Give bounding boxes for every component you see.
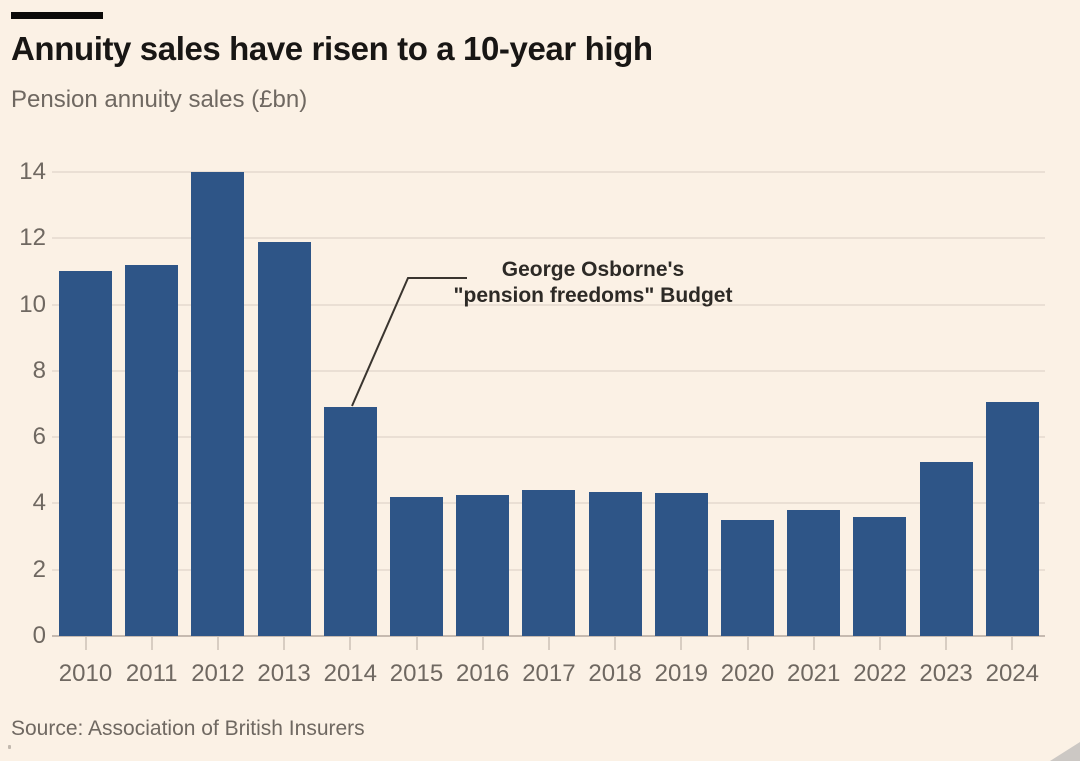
x-tick-label: 2013 [257,660,311,687]
x-axis-tick [415,637,418,650]
y-tick-label: 2 [32,555,46,583]
x-axis-tick [614,637,617,650]
bar-2015 [390,496,443,636]
gridline [52,303,1045,306]
bar-2024 [985,402,1039,636]
stray-mark [8,745,11,749]
annotation: George Osborne's "pension freedoms" Budg… [433,257,753,309]
x-axis-tick [680,637,683,650]
y-tick-label: 8 [32,356,46,384]
x-axis-tick [349,637,352,650]
resize-handle-icon[interactable] [1050,742,1080,761]
gridline [52,436,1045,439]
y-tick-label: 0 [32,622,46,649]
x-axis-tick [84,637,87,650]
gridline [52,237,1045,240]
x-tick-label: 2016 [455,660,510,687]
y-tick-label: 10 [19,290,46,318]
bar-2013 [257,241,311,636]
x-tick-label: 2024 [985,660,1039,687]
x-axis-tick [812,637,815,650]
x-tick-label: 2015 [389,660,444,687]
y-tick-label: 12 [19,224,46,252]
bar-2012 [191,172,245,636]
x-axis-tick [481,637,484,650]
x-axis-tick [945,637,948,650]
bar-2016 [456,495,510,636]
x-axis-tick [150,637,153,650]
chart-subtitle: Pension annuity sales (£bn) [11,86,308,113]
x-tick-label: 2017 [522,660,576,687]
bar-2022 [853,516,907,636]
x-tick-label: 2019 [654,660,708,687]
x-axis-tick [216,637,219,650]
y-tick-label: 4 [32,489,46,517]
source-line: Source: Association of British Insurers [11,717,365,740]
x-axis-tick [1011,637,1014,650]
x-tick-label: 2011 [125,660,178,687]
bar-2017 [522,490,576,636]
bar-2019 [654,493,708,636]
bar-2010 [59,271,112,636]
x-tick-label: 2018 [588,660,642,687]
annotation-line-2: "pension freedoms" Budget [453,284,733,307]
bar-2021 [787,510,841,636]
bar-2018 [588,491,642,636]
y-tick-label: 14 [19,158,46,185]
bar-2020 [721,520,774,636]
x-tick-label: 2010 [58,660,113,687]
gridline [52,171,1045,173]
x-tick-label: 2021 [786,660,841,687]
x-tick-label: 2012 [191,660,245,687]
bar-2014 [323,407,377,636]
y-tick-label: 6 [32,423,46,451]
gridline [52,369,1045,372]
x-axis-tick [547,637,550,650]
x-axis-tick [283,637,286,650]
chart-title: Annuity sales have risen to a 10-year hi… [11,30,653,67]
x-tick-label: 2023 [919,660,973,687]
x-tick-label: 2014 [323,660,377,687]
accent-bar [11,12,103,19]
bar-2023 [919,462,973,636]
x-axis-tick [746,637,749,650]
x-axis-line [52,635,1045,637]
x-tick-label: 2022 [853,660,907,687]
x-tick-label: 2020 [720,660,775,687]
bar-2011 [125,264,179,636]
annotation-line-1: George Osborne's [501,258,685,281]
x-axis-tick [878,637,881,650]
